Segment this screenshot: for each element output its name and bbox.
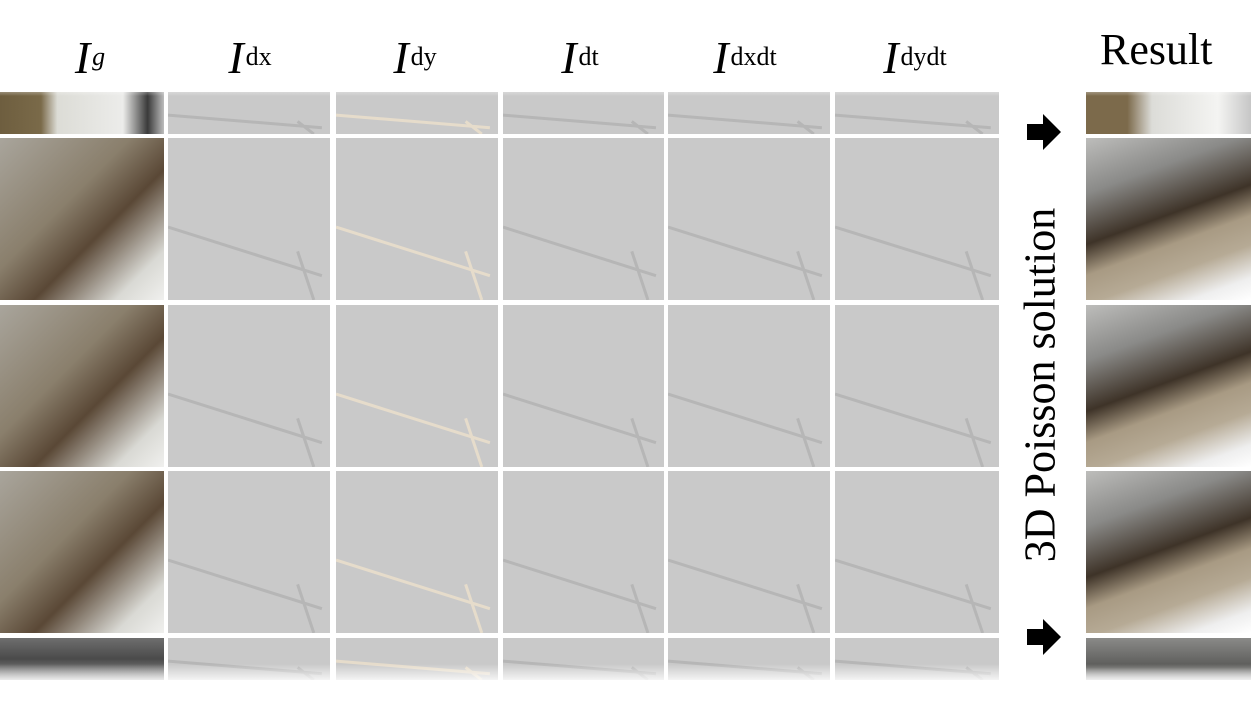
edge-strokes	[336, 558, 491, 633]
header-idydt-base: I	[883, 32, 899, 83]
right-arrow-icon	[1027, 619, 1061, 655]
tile-ig-row-2	[0, 305, 164, 467]
tile-idxdt-row-1	[668, 138, 830, 300]
right-arrow-icon	[1027, 114, 1061, 150]
header-idx-sup: dx	[245, 42, 272, 71]
tile-idx-row-4	[168, 638, 330, 680]
edge-strokes	[336, 659, 491, 680]
result-tile-row-3	[1086, 471, 1251, 633]
edge-strokes	[336, 225, 491, 300]
result-tile-row-0	[1086, 92, 1251, 134]
edge-strokes	[168, 659, 323, 680]
tile-idydt-row-0	[835, 92, 999, 134]
tile-idydt-row-1	[835, 138, 999, 300]
header-idt-base: I	[561, 32, 577, 83]
header-idy-sup: dy	[410, 42, 437, 71]
edge-strokes	[336, 113, 491, 134]
edge-strokes	[168, 392, 323, 467]
edge-strokes	[503, 558, 657, 633]
tile-idxdt-row-0	[668, 92, 830, 134]
tile-idxdt-row-2	[668, 305, 830, 467]
header-idx-base: I	[228, 32, 244, 83]
edge-strokes	[503, 225, 657, 300]
tile-idydt-row-4	[835, 638, 999, 680]
header-idxdt-base: I	[713, 32, 729, 83]
result-tile-row-1	[1086, 138, 1251, 300]
tile-idx-row-1	[168, 138, 330, 300]
tile-idy-row-2	[336, 305, 498, 467]
tile-idx-row-3	[168, 471, 330, 633]
edge-strokes	[835, 225, 992, 300]
edge-strokes	[668, 392, 823, 467]
edge-strokes	[168, 113, 323, 134]
header-idt-sup: dt	[578, 42, 599, 71]
tile-idt-row-1	[503, 138, 664, 300]
result-header: Result	[1100, 25, 1213, 74]
tile-idy-row-3	[336, 471, 498, 633]
edge-strokes	[668, 659, 823, 680]
edge-strokes	[336, 392, 491, 467]
tile-idt-row-4	[503, 638, 664, 680]
header-idxdt-sup: dxdt	[730, 42, 777, 71]
tile-ig-row-3	[0, 471, 164, 633]
tile-ig-row-4	[0, 638, 164, 680]
tile-idy-row-4	[336, 638, 498, 680]
tile-idt-row-0	[503, 92, 664, 134]
header-ig-base: I	[74, 32, 91, 83]
edge-strokes	[168, 558, 323, 633]
header-idydt-sup: dydt	[900, 42, 947, 71]
result-tile-row-4	[1086, 638, 1251, 680]
edge-strokes	[168, 225, 323, 300]
edge-strokes	[835, 659, 991, 680]
tile-ig-row-1	[0, 138, 164, 300]
tile-idxdt-row-3	[668, 471, 830, 633]
tile-idx-row-2	[168, 305, 330, 467]
edge-strokes	[503, 113, 657, 134]
edge-strokes	[668, 113, 823, 134]
header-idy-base: I	[393, 32, 409, 83]
tile-idydt-row-2	[835, 305, 999, 467]
side-label: 3D Poisson solution	[1015, 207, 1065, 563]
edge-strokes	[503, 659, 657, 680]
edge-strokes	[835, 558, 992, 633]
header-ig-sup: g	[92, 42, 106, 71]
tile-idxdt-row-4	[668, 638, 830, 680]
tile-idx-row-0	[168, 92, 330, 134]
edge-strokes	[835, 392, 992, 467]
edge-strokes	[835, 113, 991, 134]
tile-idy-row-1	[336, 138, 498, 300]
tile-idydt-row-3	[835, 471, 999, 633]
edge-strokes	[668, 558, 823, 633]
tile-ig-row-0	[0, 92, 164, 134]
tile-idt-row-2	[503, 305, 664, 467]
edge-strokes	[503, 392, 657, 467]
edge-strokes	[668, 225, 823, 300]
tile-idy-row-0	[336, 92, 498, 134]
result-tile-row-2	[1086, 305, 1251, 467]
tile-idt-row-3	[503, 471, 664, 633]
